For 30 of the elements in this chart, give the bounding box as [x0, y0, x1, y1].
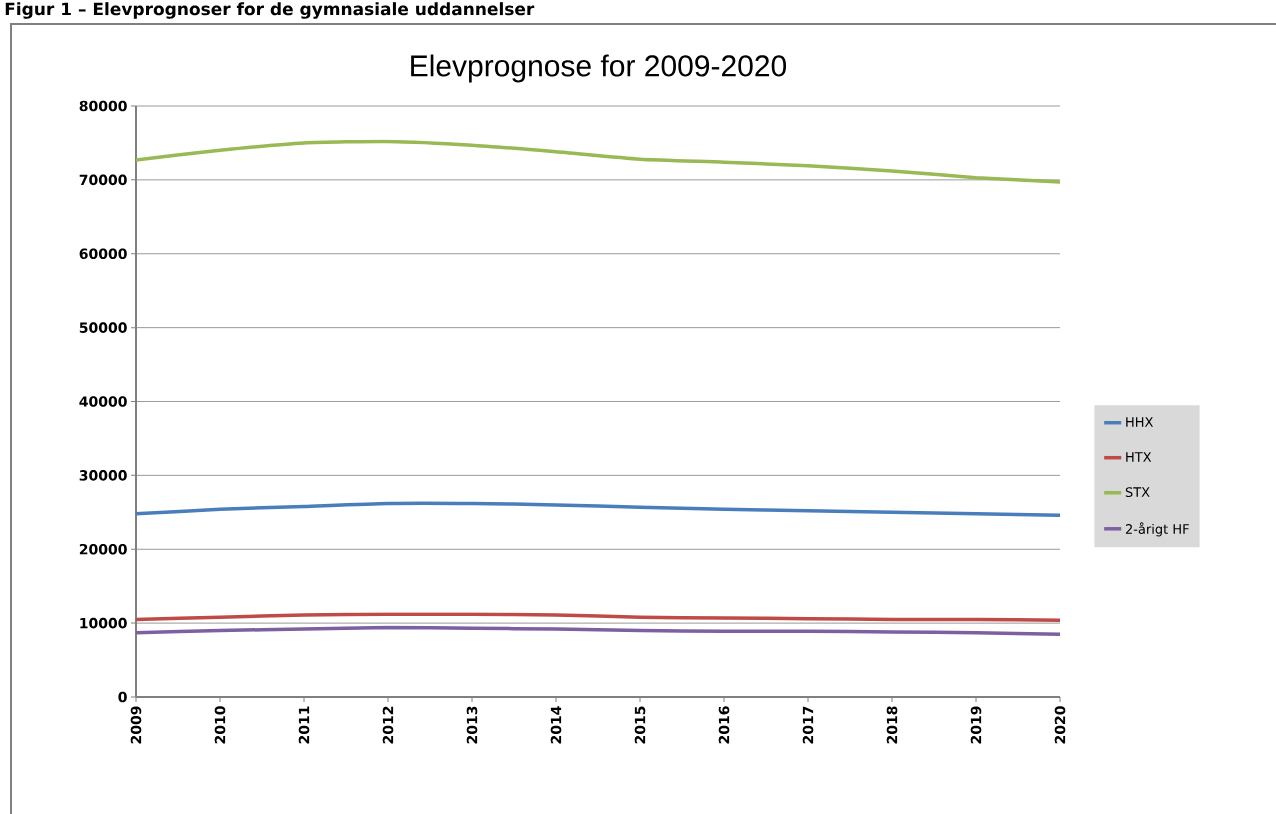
y-tick-label: 50000 — [79, 322, 127, 333]
line-series — [136, 625, 1061, 636]
y-tick-label: 40000 — [79, 396, 127, 407]
x-tick-label: 2016 — [718, 706, 730, 744]
text: Figur 1 – Elevprognoser for de gymnasiale uddannelser — [5, 2, 535, 19]
y-tick-label: 60000 — [79, 248, 127, 260]
x-tick-label: 2020 — [1054, 706, 1066, 744]
x-tick-label: 2011 — [298, 706, 310, 744]
legend-label: STX — [1125, 487, 1150, 498]
line-series — [136, 139, 1061, 184]
legend-label: HHX — [1126, 417, 1154, 427]
y-tick-label: 30000 — [79, 470, 127, 481]
line-series — [136, 501, 1061, 518]
x-tick-label: 2014 — [550, 706, 562, 744]
y-tick-label: 70000 — [79, 174, 127, 186]
x-tick-label: 2017 — [802, 706, 814, 744]
x-tick-label: 2018 — [886, 706, 898, 744]
y-tick-label: 0 — [118, 691, 127, 703]
x-tick-label: 2012 — [382, 706, 394, 744]
chart-title: Elevprognose for 2009-2020 — [411, 54, 787, 83]
legend-label: HTX — [1126, 452, 1152, 462]
y-tick-label: 20000 — [79, 543, 127, 555]
x-tick-label: 2013 — [466, 706, 478, 744]
x-tick-label: 2019 — [970, 706, 982, 744]
x-tick-label: 2009 — [130, 706, 142, 744]
x-tick-label: 2010 — [214, 706, 226, 744]
y-tick-label: 10000 — [80, 617, 127, 629]
x-tick-label: 2015 — [634, 706, 646, 744]
legend-label: 2-årigt HF — [1125, 522, 1189, 537]
y-tick-label: 80000 — [79, 100, 127, 112]
